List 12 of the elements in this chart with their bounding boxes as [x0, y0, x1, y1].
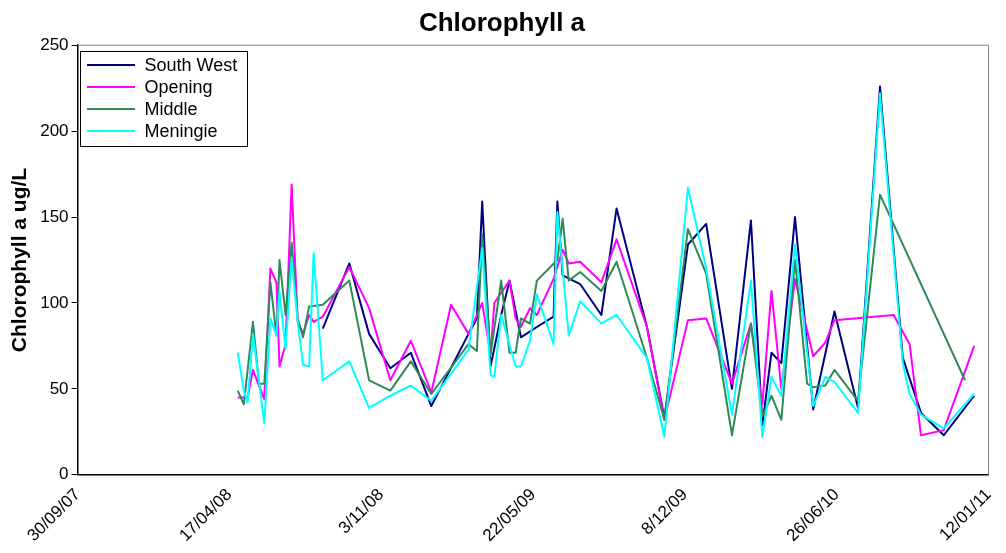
legend-label: Opening — [144, 76, 213, 99]
chart-title: Chlorophyll a — [418, 6, 586, 37]
y-axis-title: Chlorophyll a ug/L — [7, 167, 31, 353]
y-tick-label: 0 — [59, 464, 69, 484]
legend-label: South West — [144, 54, 238, 77]
legend-label: Meningie — [144, 120, 218, 143]
y-tick-label: 100 — [40, 292, 69, 312]
legend-label: Middle — [144, 98, 198, 121]
y-tick-label: 250 — [40, 34, 69, 54]
y-tick-label: 150 — [40, 206, 69, 226]
y-tick-label: 50 — [49, 378, 69, 398]
y-tick-label: 200 — [40, 120, 69, 140]
